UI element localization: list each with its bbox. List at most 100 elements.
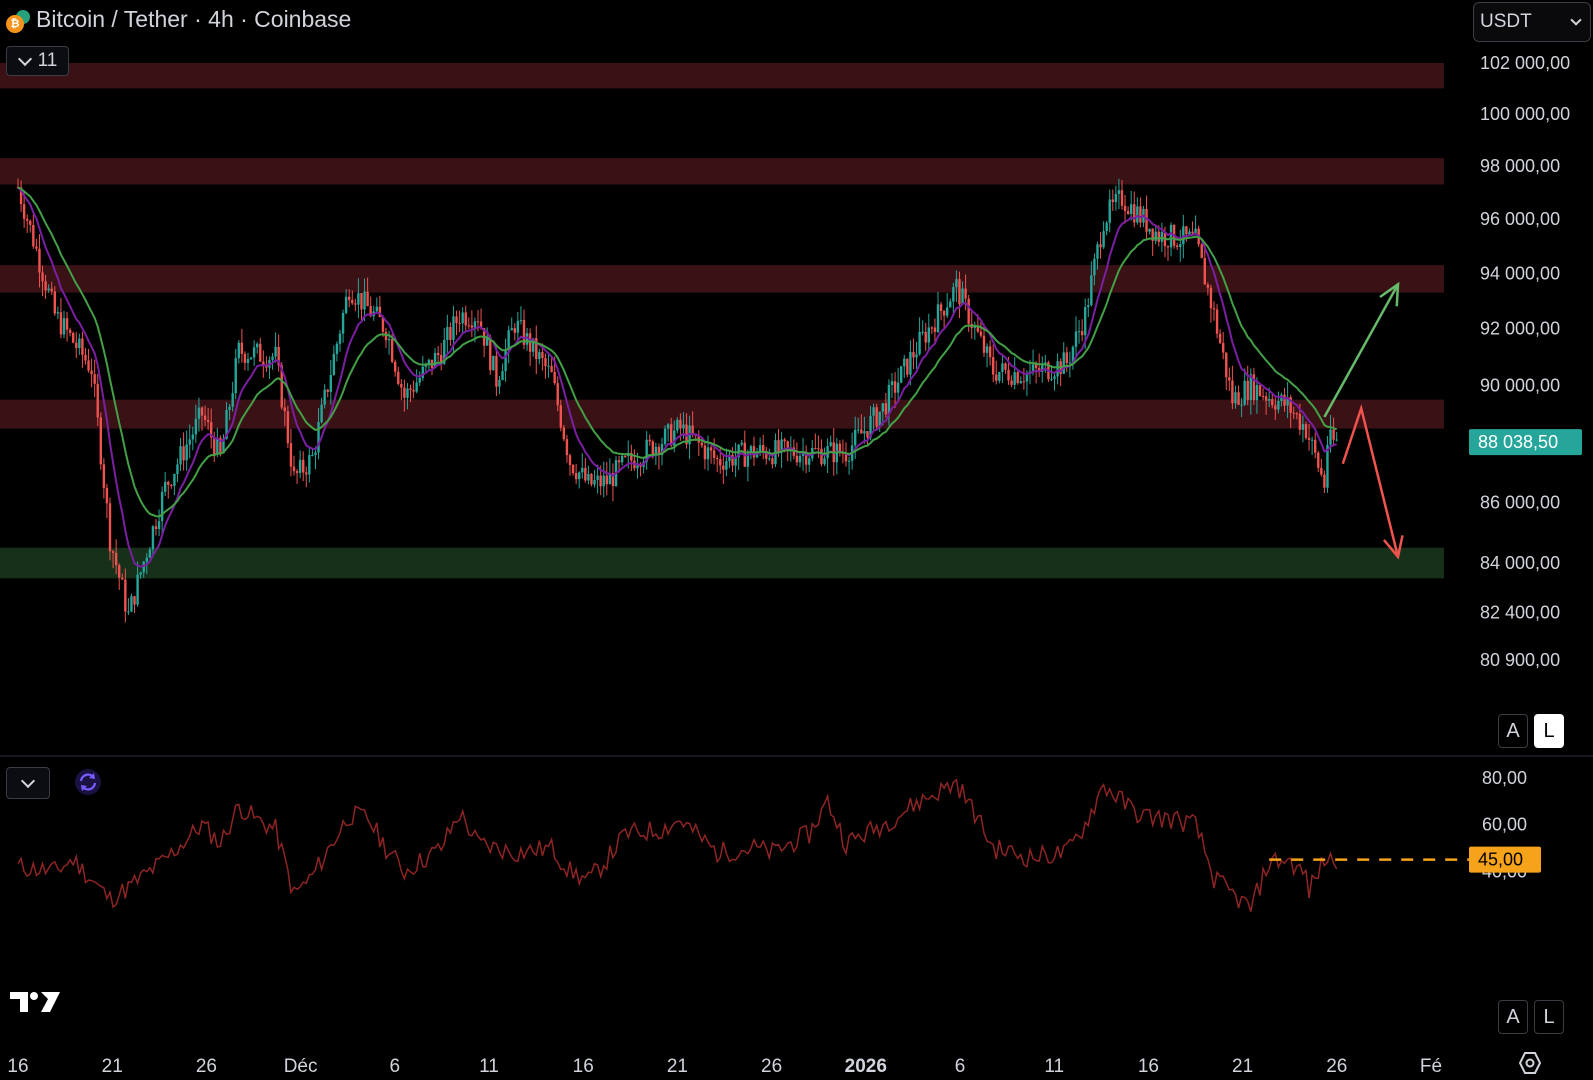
candle — [1323, 470, 1326, 494]
candle — [936, 291, 940, 334]
candle — [519, 306, 523, 325]
candle — [314, 446, 317, 470]
candle — [489, 334, 492, 375]
candle — [547, 352, 550, 378]
candle — [1034, 361, 1038, 384]
log-scale-button[interactable]: L — [1534, 714, 1564, 748]
candle — [556, 376, 559, 412]
candle — [170, 483, 173, 489]
time-axis: 16 21 26 Déc 6 11 16 21 26 2026 6 11 16 21 26 Fé — [7, 1056, 1442, 1077]
candle — [127, 598, 130, 616]
time-tick: 6 — [390, 1056, 401, 1077]
price-tick: 84 000,00 — [1480, 553, 1560, 573]
arrow-up — [1323, 283, 1400, 418]
candle — [578, 471, 581, 489]
candle — [670, 417, 673, 448]
candle — [326, 388, 329, 398]
support-zone-0 — [0, 547, 1444, 579]
candle — [397, 366, 400, 386]
candle — [712, 438, 716, 465]
candle — [151, 524, 155, 556]
candle — [504, 338, 507, 382]
candle — [210, 408, 213, 449]
gear-icon[interactable] — [1517, 1050, 1543, 1076]
candle — [56, 306, 60, 319]
zones — [0, 63, 1444, 579]
candle — [271, 353, 274, 370]
candle — [124, 568, 127, 623]
candle — [1120, 180, 1124, 210]
candle — [522, 309, 526, 350]
auto-scale-button[interactable]: A — [1498, 714, 1528, 748]
time-tick: 21 — [667, 1056, 688, 1077]
candle — [544, 353, 547, 379]
candle — [191, 426, 194, 451]
candle — [274, 332, 277, 363]
candle — [93, 359, 96, 398]
candle — [482, 327, 486, 358]
candle — [1136, 197, 1139, 225]
candle — [470, 310, 474, 338]
candle — [65, 311, 69, 342]
candle — [1228, 367, 1231, 391]
candle — [995, 360, 998, 385]
chevron-down-icon — [20, 773, 36, 788]
candle — [1019, 376, 1022, 385]
candle — [384, 327, 388, 348]
rsi-collapse-button[interactable] — [6, 767, 50, 799]
candle — [1215, 304, 1219, 339]
candle — [811, 439, 814, 462]
candle — [252, 340, 256, 367]
candle — [513, 323, 516, 341]
currency-select[interactable]: USDT — [1473, 2, 1591, 42]
candle — [510, 317, 513, 331]
sync-icon[interactable] — [74, 768, 102, 796]
currency-value: USDT — [1480, 11, 1532, 32]
candle — [875, 403, 878, 429]
candle — [942, 310, 946, 329]
candle — [329, 359, 332, 405]
candle — [1246, 365, 1249, 406]
candle — [939, 301, 943, 321]
candle — [728, 450, 731, 468]
indicators-toggle-button[interactable]: 11 — [6, 46, 69, 76]
time-tick: 2026 — [845, 1056, 887, 1077]
candle — [262, 350, 265, 378]
candle — [752, 436, 756, 466]
candle — [90, 358, 93, 388]
price-tick: 86 000,00 — [1480, 492, 1560, 512]
candle — [308, 446, 311, 483]
candle — [430, 359, 434, 376]
candle — [455, 310, 458, 336]
candle — [394, 359, 397, 377]
candle — [53, 286, 56, 316]
candle — [360, 292, 363, 323]
log-scale-button-rsi[interactable]: L — [1534, 1000, 1564, 1034]
candle — [823, 447, 826, 466]
candle — [234, 348, 237, 400]
candle — [1286, 382, 1289, 419]
candle — [1243, 368, 1246, 407]
candle — [804, 445, 808, 474]
auto-scale-button-rsi[interactable]: A — [1498, 1000, 1528, 1034]
candle — [970, 310, 973, 339]
candle — [62, 310, 66, 339]
candle — [305, 466, 308, 488]
candle — [1068, 351, 1072, 378]
candle — [59, 297, 63, 339]
candle — [906, 358, 909, 378]
candle — [41, 265, 44, 297]
candle — [771, 454, 774, 469]
candle — [1001, 354, 1004, 383]
candle — [1335, 431, 1338, 442]
candle — [725, 448, 728, 477]
candle — [927, 313, 930, 350]
candle — [1203, 243, 1206, 285]
candle — [817, 435, 820, 458]
candle — [774, 433, 777, 467]
time-tick: 6 — [955, 1056, 966, 1077]
candle — [256, 342, 259, 354]
candle — [381, 315, 385, 337]
price-tick: 82 400,00 — [1480, 603, 1560, 623]
